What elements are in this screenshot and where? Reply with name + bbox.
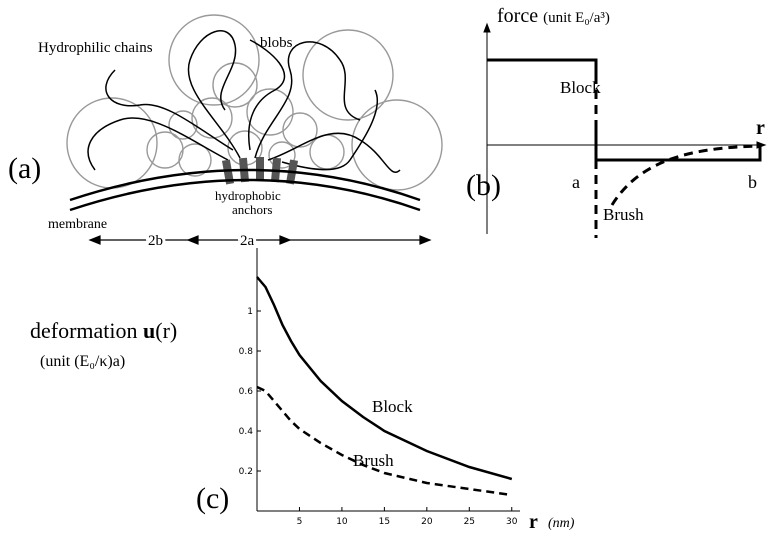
- chains-label: Hydrophilic chains: [38, 40, 153, 56]
- y-axis-label: force: [497, 5, 538, 27]
- y-tick-label: 0.6: [239, 387, 254, 397]
- panel-b: force (unit E₀/a³) Block Brush r a b (b): [466, 5, 767, 238]
- x-axis-unit: (nm): [548, 516, 575, 531]
- y-axis-unit: (unit (E₀/κ)a): [40, 353, 125, 370]
- y-axis-label: (r): [155, 318, 177, 343]
- y-axis-unit: (unit E₀/a³): [543, 10, 610, 26]
- x-axis-label: r: [529, 511, 538, 533]
- y-tick-label: 0.2: [239, 467, 253, 477]
- x-tick-label: 15: [379, 517, 390, 527]
- block-force: [487, 58, 762, 162]
- panel-a: Hydrophilic chains blobs (a) hydrophobic…: [8, 14, 443, 252]
- y-axis-label: force (unit E₀/a³): [497, 5, 610, 27]
- data-line: [256, 276, 513, 481]
- panel-label: (b): [466, 169, 501, 202]
- series-label: Brush: [353, 451, 394, 470]
- axes: [483, 22, 767, 234]
- x-tick-label: 25: [464, 517, 475, 527]
- b-label: b: [748, 172, 757, 192]
- x-tick-label: 5: [297, 517, 303, 527]
- panel-c: deformation u(r) (unit (E₀/κ)a) (c) r (n…: [30, 248, 575, 533]
- y-tick-label: 0.8: [239, 347, 254, 357]
- panel-label: (a): [8, 152, 41, 185]
- y-tick-label: 1: [247, 307, 253, 317]
- series-label: Block: [372, 397, 413, 416]
- span-label: 2a: [240, 233, 255, 249]
- blobs-label: blobs: [260, 35, 293, 51]
- x-axis-label: r: [756, 117, 765, 139]
- block-label: Block: [560, 78, 601, 97]
- blobs-drawing: [66, 14, 443, 191]
- y-axis-label: deformation: [30, 318, 143, 343]
- y-axis-label: deformation u(r): [30, 318, 177, 343]
- chains-drawing: [87, 30, 401, 173]
- x-tick-label: 30: [506, 517, 518, 527]
- anchors-label: anchors: [232, 202, 272, 217]
- x-tick-label: 20: [421, 517, 433, 527]
- panel-label: (c): [196, 482, 229, 515]
- x-tick-label: 10: [336, 517, 348, 527]
- brush-label: Brush: [603, 205, 644, 224]
- brush-force: [594, 75, 759, 238]
- y-tick-label: 0.4: [239, 427, 254, 437]
- anchors-label: hydrophobic: [215, 188, 281, 203]
- membrane-drawing: [69, 168, 421, 212]
- a-label: a: [572, 172, 580, 192]
- data-line: [256, 385, 512, 497]
- span-arrows: [88, 235, 432, 245]
- span-label: 2b: [148, 233, 163, 249]
- membrane-label: membrane: [48, 217, 107, 232]
- y-axis-label: u: [143, 318, 155, 343]
